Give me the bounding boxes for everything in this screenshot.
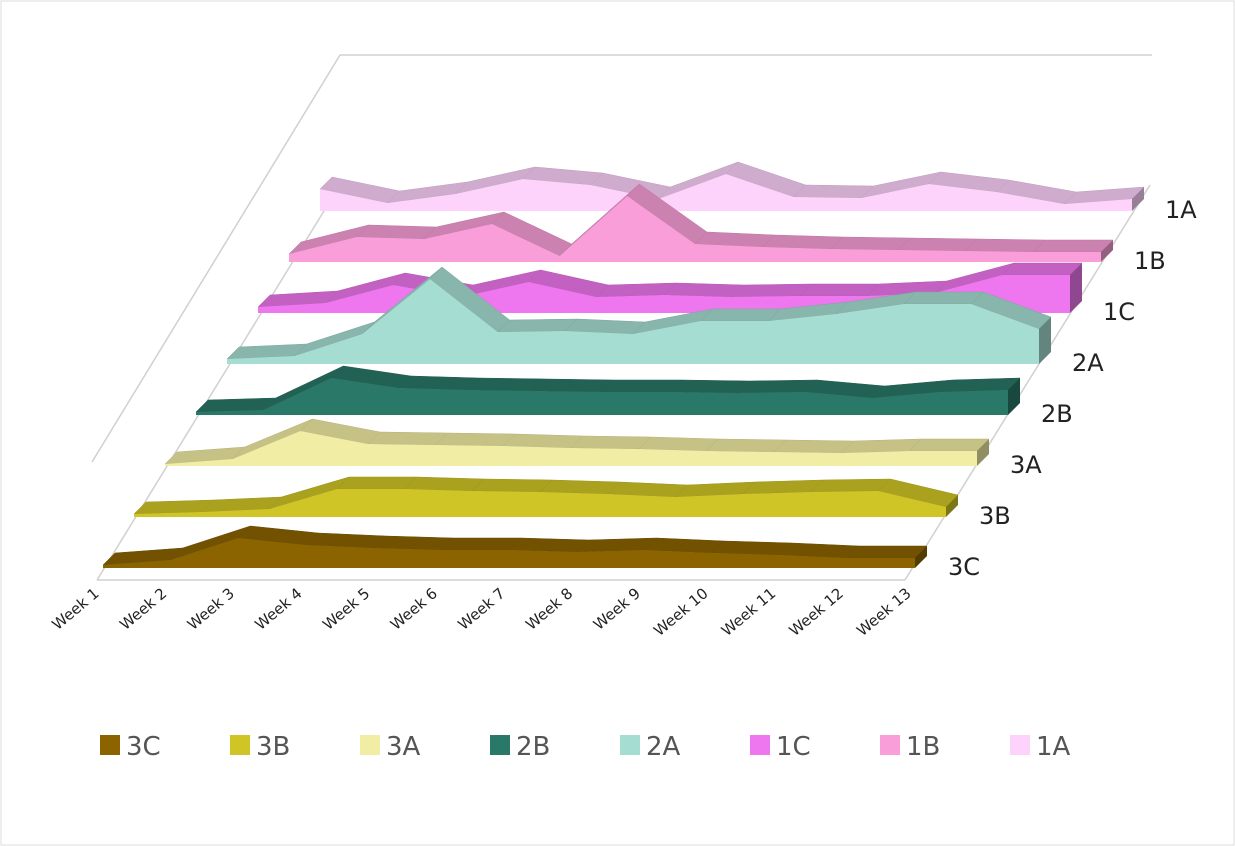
legend-swatch xyxy=(360,735,380,755)
area xyxy=(227,279,1039,364)
ribbon-top xyxy=(373,535,454,551)
legend-label: 2A xyxy=(646,732,681,762)
ribbon-top xyxy=(356,224,437,240)
ribbon-top xyxy=(533,378,615,393)
series xyxy=(226,266,1052,364)
legend-label: 3B xyxy=(256,732,290,762)
legend-swatch xyxy=(490,735,510,755)
ribbon-top xyxy=(829,236,911,251)
ribbon-top xyxy=(669,379,750,394)
ribbon-top xyxy=(897,237,979,252)
series-label: 2A xyxy=(1072,349,1104,377)
legend-swatch xyxy=(620,735,640,755)
ribbon-top xyxy=(965,238,1046,253)
ribbon-top xyxy=(638,436,719,452)
legend-swatch xyxy=(100,735,120,755)
ribbon-side xyxy=(1132,187,1144,211)
ribbon-top xyxy=(711,540,793,556)
legend-swatch xyxy=(1010,735,1030,755)
legend-label: 1B xyxy=(906,732,940,762)
series xyxy=(195,365,1021,415)
ribbon-top xyxy=(810,478,891,493)
legend-label: 3C xyxy=(126,732,161,762)
ribbon-top xyxy=(471,478,553,493)
ribbon-top xyxy=(502,433,584,449)
series xyxy=(133,476,959,517)
series-label: 3A xyxy=(1010,451,1042,479)
ribbon-side xyxy=(1070,263,1082,313)
ribbon-side xyxy=(915,546,927,568)
series xyxy=(164,418,990,466)
ribbon-top xyxy=(939,377,1021,393)
series-label: 1B xyxy=(1134,247,1166,275)
legend-label: 3A xyxy=(386,732,421,762)
ribbon-top xyxy=(570,435,652,450)
ribbon-top xyxy=(663,282,745,298)
ribbon-top xyxy=(404,476,485,492)
series-label: 1A xyxy=(1165,196,1197,224)
legend-swatch xyxy=(880,735,900,755)
legend-label: 1C xyxy=(776,732,811,762)
ribbon-side xyxy=(1039,317,1051,364)
plot: 1A 1B 1C 2A 2B 3A 3B 3C xyxy=(102,161,1197,581)
ribbon-top xyxy=(435,432,516,447)
ribbon-top xyxy=(508,537,590,553)
ribbon-top xyxy=(336,476,418,490)
area xyxy=(134,489,946,517)
ribbon-top xyxy=(793,184,874,199)
ribbon-top xyxy=(398,375,480,391)
ribbon-side xyxy=(1008,378,1020,415)
series xyxy=(288,183,1114,262)
series xyxy=(319,161,1145,211)
ribbon-side xyxy=(946,495,958,517)
ribbon-top xyxy=(908,438,990,452)
ribbon-top xyxy=(539,479,621,495)
ribbon-top xyxy=(705,438,787,453)
area xyxy=(320,174,1132,211)
ribbon-top xyxy=(762,234,843,250)
ribbon-top xyxy=(1032,239,1114,253)
legend-swatch xyxy=(230,735,250,755)
area xyxy=(289,196,1101,262)
series-label: 3B xyxy=(979,502,1011,530)
area xyxy=(165,431,977,466)
ribbon-top xyxy=(367,431,449,446)
series-label: 2B xyxy=(1041,400,1073,428)
ribbon-side xyxy=(1101,240,1113,262)
legend-label: 1A xyxy=(1036,732,1071,762)
series xyxy=(102,525,928,568)
ribbon-top xyxy=(601,379,683,393)
ribbon-top xyxy=(497,318,578,333)
ribbon-top xyxy=(773,439,855,454)
ribbon-top xyxy=(440,537,522,551)
legend-swatch xyxy=(750,735,770,755)
ribbon-top xyxy=(700,308,781,322)
ribbon-top xyxy=(466,377,547,392)
ribbon-side xyxy=(977,439,989,466)
ribbon-top xyxy=(736,379,818,394)
area xyxy=(196,378,1008,415)
ribbon-top xyxy=(731,283,812,298)
series-label: 3C xyxy=(948,553,980,581)
area xyxy=(103,538,915,568)
legend-label: 2B xyxy=(516,732,550,762)
ribbon-top xyxy=(903,291,984,305)
ribbon-top xyxy=(1001,262,1083,276)
ribbon-top xyxy=(798,283,880,297)
ribbon-top xyxy=(846,545,928,559)
series-label: 1C xyxy=(1103,298,1135,326)
